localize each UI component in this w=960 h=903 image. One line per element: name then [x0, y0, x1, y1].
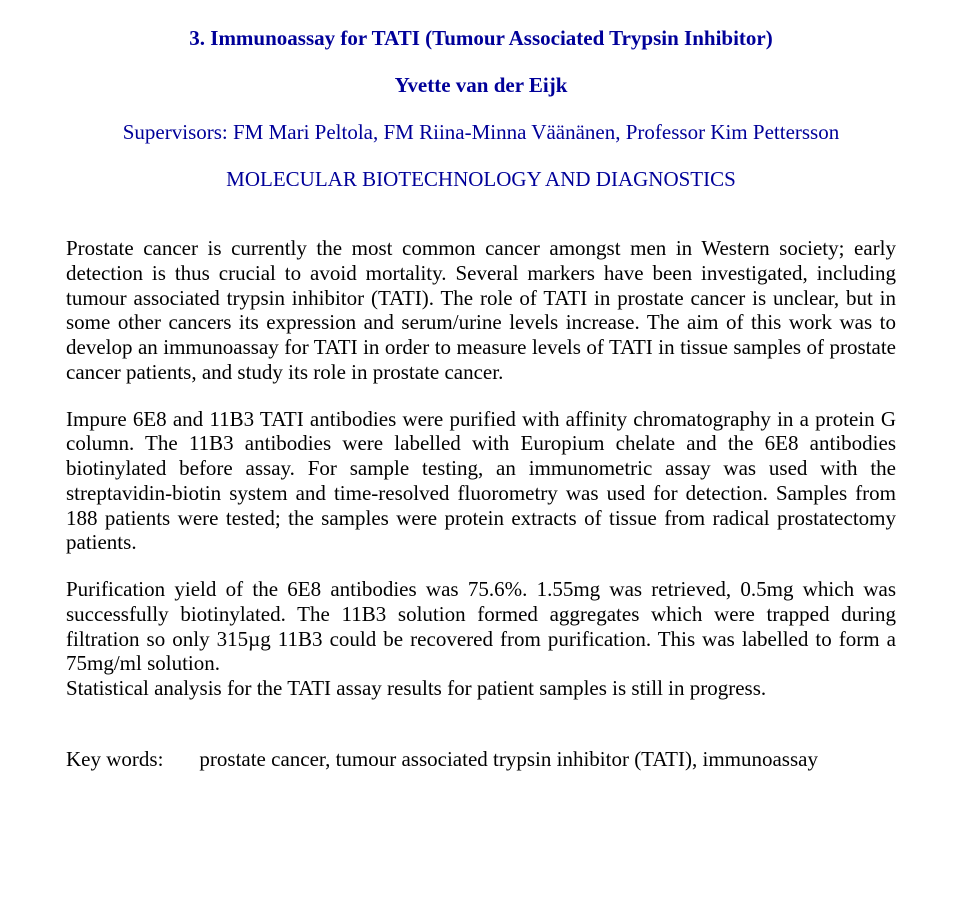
department-line: MOLECULAR BIOTECHNOLOGY AND DIAGNOSTICS	[66, 167, 896, 192]
abstract-paragraph-2: Impure 6E8 and 11B3 TATI antibodies were…	[66, 407, 896, 556]
document-page: 3. Immunoassay for TATI (Tumour Associat…	[0, 0, 960, 812]
keywords-row: Key words: prostate cancer, tumour assoc…	[66, 747, 896, 772]
supervisors-line: Supervisors: FM Mari Peltola, FM Riina-M…	[66, 120, 896, 145]
abstract-paragraph-1: Prostate cancer is currently the most co…	[66, 236, 896, 385]
abstract-paragraph-4: Statistical analysis for the TATI assay …	[66, 676, 896, 701]
keywords-label: Key words:	[66, 747, 199, 772]
document-title: 3. Immunoassay for TATI (Tumour Associat…	[66, 26, 896, 51]
author-name: Yvette van der Eijk	[66, 73, 896, 98]
abstract-paragraph-3: Purification yield of the 6E8 antibodies…	[66, 577, 896, 676]
keywords-value: prostate cancer, tumour associated tryps…	[199, 747, 896, 772]
